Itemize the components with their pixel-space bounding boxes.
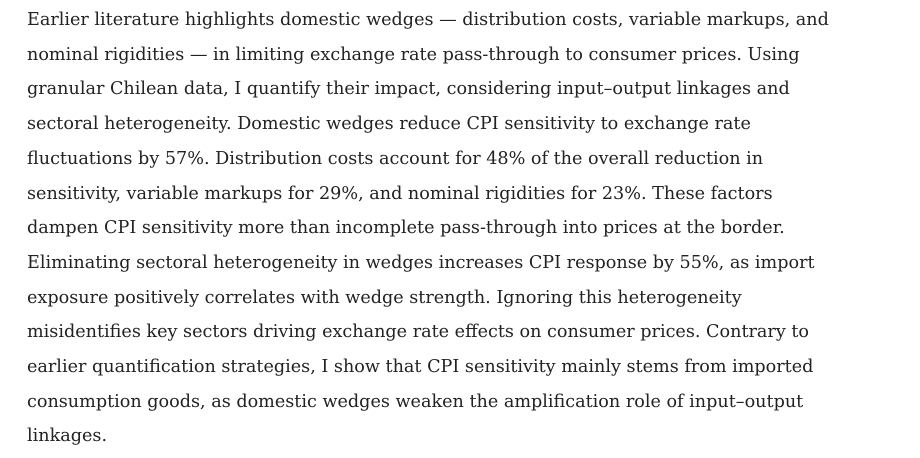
abstract-paragraph: Earlier literature highlights domestic w… (27, 3, 829, 454)
text-line: Earlier literature highlights domestic w… (27, 10, 829, 30)
text-line: dampen CPI sensitivity more than incompl… (27, 218, 785, 239)
text-line: misidentifies key sectors driving exchan… (27, 322, 810, 343)
text-line: exposure positively correlates with wedg… (27, 287, 742, 308)
text-line: earlier quantification strategies, I sho… (27, 357, 814, 378)
text-line: consumption goods, as domestic wedges we… (27, 391, 804, 412)
text-line: sensitivity, variable markups for 29%, a… (27, 183, 773, 204)
text-line: granular Chilean data, I quantify their … (27, 79, 790, 100)
text-line: Eliminating sectoral heterogeneity in we… (27, 252, 815, 273)
text-line: linkages. (27, 426, 108, 447)
text-line: sectoral heterogeneity. Domestic wedges … (27, 114, 751, 135)
text-line: nominal rigidities — in limiting exchang… (27, 44, 800, 65)
text-line: fluctuations by 57%. Distribution costs … (27, 148, 764, 169)
